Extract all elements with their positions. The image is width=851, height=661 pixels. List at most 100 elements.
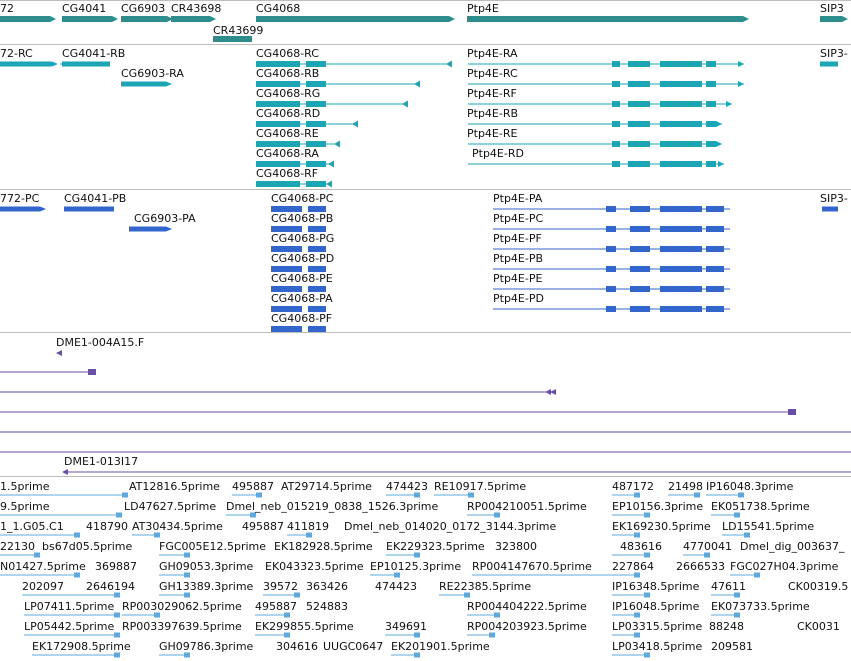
protein-exon[interactable] xyxy=(606,266,616,272)
gene-strand-arrow[interactable] xyxy=(842,16,848,22)
protein-exon[interactable] xyxy=(630,226,650,232)
gene-label[interactable]: CG4068 xyxy=(256,2,301,15)
est-label[interactable]: 88248 xyxy=(709,620,744,633)
transcript-label[interactable]: Ptp4E-RA xyxy=(467,47,518,60)
est-label[interactable]: 39572 xyxy=(263,580,298,593)
est-label[interactable]: EK169230.5prime xyxy=(612,520,711,533)
est-exon[interactable] xyxy=(184,592,190,598)
est-label[interactable]: GH13389.3prime xyxy=(159,580,254,593)
est-label[interactable]: CK0031 xyxy=(797,620,840,633)
transcript-exon[interactable] xyxy=(660,81,702,87)
protein-exon[interactable] xyxy=(271,286,302,292)
transcript-label[interactable]: Ptp4E-RB xyxy=(467,107,519,120)
est-label[interactable]: FGC005E12.5prime xyxy=(159,540,267,553)
transcript-exon[interactable] xyxy=(628,121,650,127)
est-label[interactable]: EK051738.5prime xyxy=(711,500,810,513)
protein-exon[interactable] xyxy=(706,286,724,292)
cdna-strand-arrow[interactable] xyxy=(56,350,62,356)
est-label[interactable]: Dmel_dig_003637_ xyxy=(740,540,845,553)
est-label[interactable]: AT29714.5prime xyxy=(281,480,372,493)
est-label[interactable]: UUGC0647 xyxy=(323,640,384,653)
transcript-exon[interactable] xyxy=(121,81,166,87)
est-exon[interactable] xyxy=(414,632,420,638)
est-label[interactable]: 304616 xyxy=(276,640,318,653)
transcript-label[interactable]: Ptp4E-RC xyxy=(467,67,518,80)
transcript-exon[interactable] xyxy=(706,61,716,67)
est-exon[interactable] xyxy=(634,632,640,638)
est-label[interactable]: GH09053.3prime xyxy=(159,560,254,573)
protein-strand-arrow[interactable] xyxy=(166,226,172,232)
est-label[interactable]: 209581 xyxy=(711,640,753,653)
protein-exon[interactable] xyxy=(606,206,616,212)
cdna-strand-arrow[interactable] xyxy=(62,469,68,475)
protein-label[interactable]: CG6903-PA xyxy=(134,212,196,225)
est-exon[interactable] xyxy=(184,552,190,558)
transcript-label[interactable]: CG4068-RD xyxy=(256,107,321,120)
protein-exon[interactable] xyxy=(660,286,702,292)
est-label[interactable]: 1.5prime xyxy=(0,480,50,493)
transcript-exon[interactable] xyxy=(628,81,650,87)
transcript-exon[interactable] xyxy=(256,101,300,107)
transcript-label[interactable]: CG4068-RA xyxy=(256,147,319,160)
protein-exon[interactable] xyxy=(706,246,724,252)
gene-label[interactable]: SIP3 xyxy=(820,2,844,15)
transcript-strand-arrow[interactable] xyxy=(352,120,358,128)
protein-exon[interactable] xyxy=(706,306,724,312)
gene-label[interactable]: CR43698 xyxy=(171,2,222,15)
transcript-strand-arrow[interactable] xyxy=(718,161,724,167)
protein-exon[interactable] xyxy=(271,206,302,212)
gene-bar[interactable] xyxy=(820,16,842,22)
est-label[interactable]: Dmel_neb_014020_0172_3144.3prime xyxy=(344,520,557,533)
est-label[interactable]: 227864 xyxy=(612,560,654,573)
est-label[interactable]: 323800 xyxy=(495,540,537,553)
est-label[interactable]: GH09786.3prime xyxy=(159,640,254,653)
est-exon[interactable] xyxy=(306,532,312,538)
transcript-strand-arrow[interactable] xyxy=(738,81,744,87)
est-exon[interactable] xyxy=(114,632,120,638)
protein-exon[interactable] xyxy=(660,306,702,312)
est-label[interactable]: EK299855.5prime xyxy=(255,620,354,633)
transcript-label[interactable]: 72-RC xyxy=(0,47,33,60)
protein-label[interactable]: Ptp4E-PE xyxy=(493,272,543,285)
gene-strand-arrow[interactable] xyxy=(743,16,749,22)
est-label[interactable]: RE10917.5prime xyxy=(434,480,527,493)
protein-exon[interactable] xyxy=(706,206,724,212)
gene-label[interactable]: CG6903 xyxy=(121,2,166,15)
est-exon[interactable] xyxy=(738,492,744,498)
protein-label[interactable]: CG4068-PB xyxy=(271,212,334,225)
gene-bar[interactable] xyxy=(256,16,449,22)
gene-bar[interactable] xyxy=(171,16,210,22)
protein-label[interactable]: SIP3- xyxy=(820,192,848,205)
transcript-exon[interactable] xyxy=(706,121,716,127)
transcript-exon[interactable] xyxy=(256,161,300,167)
protein-exon[interactable] xyxy=(308,246,326,252)
protein-exon[interactable] xyxy=(660,266,702,272)
est-exon[interactable] xyxy=(414,552,420,558)
transcript-exon[interactable] xyxy=(612,121,620,127)
est-exon[interactable] xyxy=(34,552,40,558)
gene-strand-arrow[interactable] xyxy=(210,16,216,22)
protein-label[interactable]: CG4068-PE xyxy=(271,272,333,285)
est-exon[interactable] xyxy=(634,612,640,618)
est-label[interactable]: CK00319.5 xyxy=(788,580,849,593)
gene-bar[interactable] xyxy=(467,16,743,22)
est-exon[interactable] xyxy=(284,632,290,638)
transcript-exon[interactable] xyxy=(706,101,716,107)
transcript-exon[interactable] xyxy=(628,141,650,147)
protein-exon[interactable] xyxy=(308,306,326,312)
est-label[interactable]: 9.5prime xyxy=(0,500,50,513)
est-label[interactable]: IP16348.5prime xyxy=(612,580,700,593)
est-exon[interactable] xyxy=(694,492,700,498)
transcript-label[interactable]: Ptp4E-RD xyxy=(472,147,524,160)
protein-exon[interactable] xyxy=(308,226,326,232)
est-exon[interactable] xyxy=(494,612,500,618)
protein-exon[interactable] xyxy=(308,206,326,212)
est-exon[interactable] xyxy=(634,572,640,578)
transcript-label[interactable]: Ptp4E-RE xyxy=(467,127,518,140)
protein-label[interactable]: CG4068-PG xyxy=(271,232,335,245)
est-label[interactable]: EP10125.3prime xyxy=(370,560,462,573)
protein-exon[interactable] xyxy=(271,226,302,232)
est-label[interactable]: EP10156.3prime xyxy=(612,500,704,513)
transcript-exon[interactable] xyxy=(660,161,702,167)
